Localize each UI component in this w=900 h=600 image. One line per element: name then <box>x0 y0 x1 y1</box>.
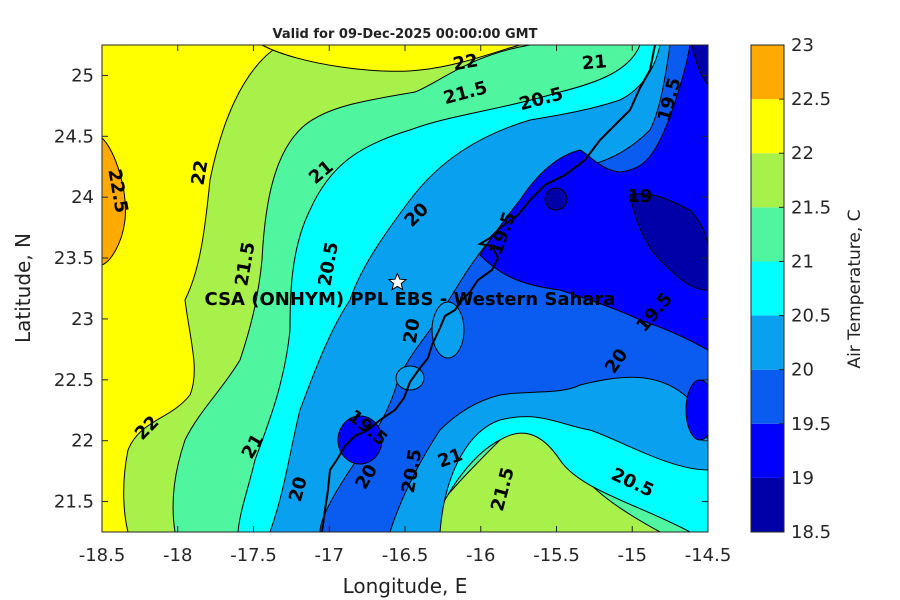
colorbar: 18.5 19 19.5 20 20.5 21 21.5 22 22.5 23 <box>750 35 831 543</box>
contour-label: 22 <box>451 50 479 75</box>
x-axis-ticks: -18.5 -18 -17.5 -17 -16.5 -16 -15.5 -15 -14.5 <box>79 45 732 566</box>
colorbar-frame <box>750 44 785 533</box>
y-tick-label: 24.5 <box>54 126 94 147</box>
station-label: CSA (ONHYM) PPL EBS - Western Sahara <box>205 289 616 310</box>
colorbar-tick-label: 23 <box>791 35 814 56</box>
band-18-5 <box>629 193 708 291</box>
y-tick-label: 23 <box>71 309 94 330</box>
closed-contour-19-5-se <box>685 379 708 441</box>
y-tick-label: 21.5 <box>54 492 94 513</box>
colorbar-tick-label: 20 <box>791 360 814 381</box>
colorbar-tick-label: 18.5 <box>791 522 831 543</box>
x-tick-label: -18.5 <box>79 545 126 566</box>
coastline <box>321 45 656 532</box>
colorbar-tick-label: 19 <box>791 468 814 489</box>
colorbar-swatch <box>751 423 784 478</box>
contour-label: 22 <box>187 159 212 187</box>
colorbar-swatch <box>751 477 784 532</box>
colorbar-tick-label: 22.5 <box>791 89 831 110</box>
contour-label: 21 <box>581 51 608 74</box>
x-tick-label: -17.5 <box>230 545 277 566</box>
x-tick-label: -16.5 <box>382 545 429 566</box>
y-tick-label: 22.5 <box>54 370 94 391</box>
contour-label: 19 <box>627 186 652 207</box>
x-axis-label: Longitude, E <box>343 574 468 598</box>
y-tick-label: 24 <box>71 187 94 208</box>
band-22-north <box>261 45 521 72</box>
closed-contour-20-east <box>431 301 465 359</box>
x-tick-label: -15 <box>618 545 647 566</box>
colorbar-tick-label: 21.5 <box>791 197 831 218</box>
colorbar-tick-label: 19.5 <box>791 414 831 435</box>
x-tick-label: -15.5 <box>533 545 580 566</box>
colorbar-label: Air Temperature, C <box>845 209 865 368</box>
y-axis-ticks: 21.5 22 22.5 23 23.5 24 24.5 25 <box>54 65 708 513</box>
colorbar-tick-label: 20.5 <box>791 306 831 327</box>
contour-field <box>102 45 708 532</box>
station-star-icon[interactable] <box>387 272 408 291</box>
x-tick-label: -18 <box>163 545 192 566</box>
colorbar-swatch <box>751 261 784 316</box>
y-tick-label: 25 <box>71 65 94 86</box>
y-tick-label: 22 <box>71 431 94 452</box>
colorbar-tick-label: 21 <box>791 251 814 272</box>
colorbar-swatch <box>751 369 784 424</box>
y-axis-label: Latitude, N <box>11 233 35 343</box>
band-19 <box>479 45 708 351</box>
colorbar-swatch <box>751 45 784 100</box>
colorbar-swatch <box>751 99 784 154</box>
chart-title: Valid for 09-Dec-2025 00:00:00 GMT <box>273 27 538 42</box>
x-tick-label: -16 <box>466 545 495 566</box>
closed-contour-19 <box>544 187 568 211</box>
colorbar-swatch <box>751 315 784 370</box>
colorbar-swatch <box>751 153 784 208</box>
x-tick-label: -14.5 <box>685 545 732 566</box>
y-tick-label: 23.5 <box>54 248 94 269</box>
contour-label: 20 <box>400 317 425 345</box>
colorbar-swatch <box>751 207 784 262</box>
x-tick-label: -17 <box>315 545 344 566</box>
band-22-5 <box>102 137 126 266</box>
colorbar-tick-label: 22 <box>791 143 814 164</box>
